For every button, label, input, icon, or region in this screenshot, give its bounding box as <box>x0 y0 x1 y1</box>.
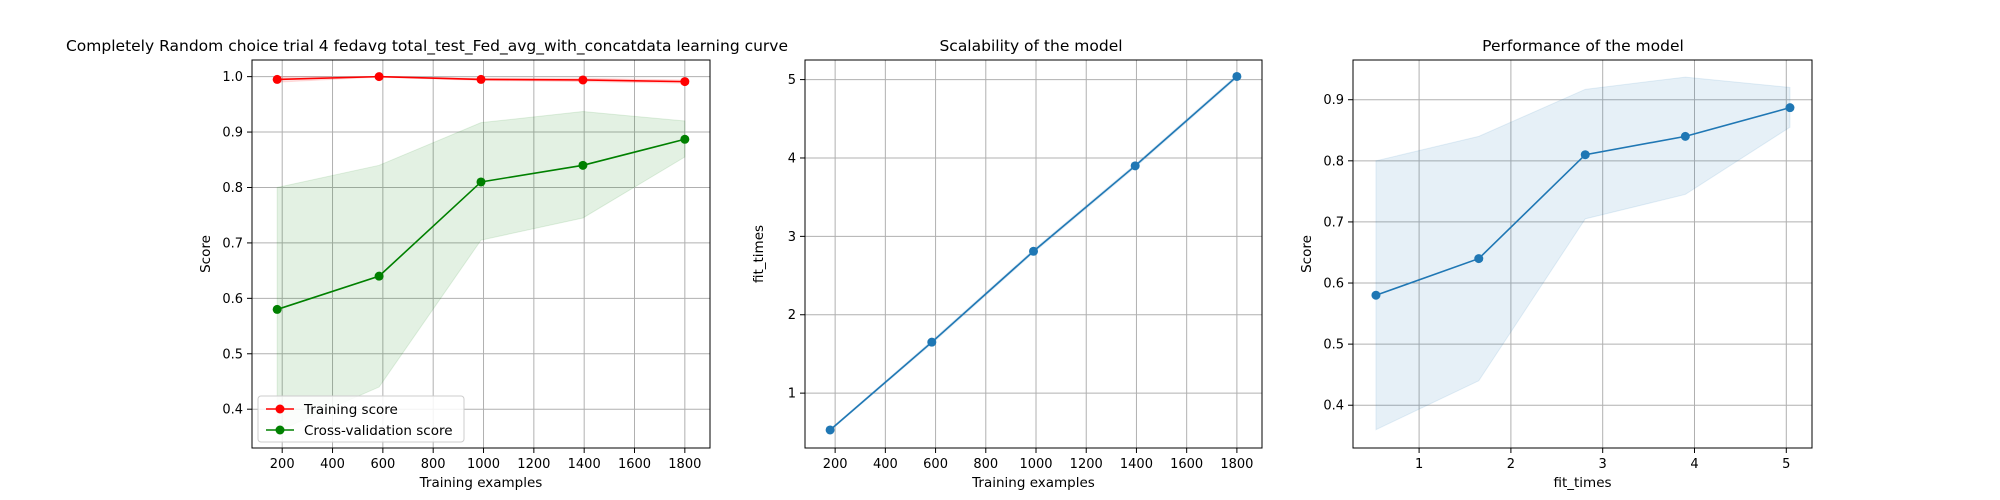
data-point <box>1232 71 1242 81</box>
x-tick-label: 400 <box>320 457 345 472</box>
y-tick-label: 0.9 <box>222 126 243 141</box>
x-tick-label: 1000 <box>1019 457 1052 472</box>
chart-title: Scalability of the model <box>939 37 1122 55</box>
legend-box <box>257 395 465 443</box>
y-tick-label: 0.8 <box>1323 154 1344 169</box>
data-point <box>825 425 835 435</box>
chart-panel-1: 200 400 600 800 1000 1200 1400 1600 1800 0.4 0.5 0.… <box>66 37 788 491</box>
legend: Training score Cross-validation score <box>257 395 465 443</box>
y-tick-label: 0.7 <box>1323 215 1344 230</box>
data-point <box>680 77 690 87</box>
x-tick-label: 400 <box>873 457 898 472</box>
data-point <box>1130 161 1140 171</box>
data-point <box>1680 131 1690 141</box>
data-point <box>1029 246 1038 256</box>
chart-panel-3: 1 2 3 4 5 0.4 0.5 0.6 0.7 0.8 0.9 Performance of th… <box>1299 37 1813 491</box>
x-tick-label: 3 <box>1599 457 1607 472</box>
x-tick-label: 200 <box>270 457 295 472</box>
legend-entry: Training score <box>303 402 398 418</box>
legend-swatch-marker <box>275 425 285 435</box>
y-tick-label: 3 <box>788 230 796 245</box>
y-tick-label: 4 <box>788 151 796 166</box>
y-tick-label: 0.4 <box>222 403 243 418</box>
chart-title: Completely Random choice trial 4 fedavg … <box>66 37 788 56</box>
y-tick-label: 0.8 <box>222 181 243 196</box>
x-tick-label: 2 <box>1507 457 1515 472</box>
data-point <box>1371 290 1381 300</box>
x-tick-label: 1400 <box>1120 457 1153 472</box>
x-tick-label: 1 <box>1415 457 1423 472</box>
confidence-band <box>1375 76 1791 431</box>
data-point <box>272 304 282 314</box>
data-point <box>1474 254 1484 264</box>
data-point <box>927 337 937 347</box>
x-tick-label: 1200 <box>1070 457 1103 472</box>
x-axis-label: Training examples <box>971 475 1095 491</box>
y-tick-label: 2 <box>788 308 796 323</box>
legend-entry: Cross-validation score <box>304 423 453 439</box>
data-point <box>578 75 588 85</box>
y-tick-label: 1.0 <box>222 70 243 85</box>
x-axis-label: fit_times <box>1553 475 1611 491</box>
data-point <box>374 72 384 82</box>
axes-frame <box>1352 59 1813 449</box>
legend-swatch-marker <box>275 404 285 414</box>
x-tick-label: 800 <box>421 457 446 472</box>
y-tick-label: 0.9 <box>1323 93 1344 108</box>
y-tick-label: 0.6 <box>222 292 243 307</box>
x-tick-label: 1000 <box>467 457 500 472</box>
data-point <box>272 74 282 84</box>
y-tick-label: 0.5 <box>1323 338 1344 353</box>
axes-frame <box>251 59 711 449</box>
y-tick-label: 1 <box>788 387 796 402</box>
x-axis-label: Training examples <box>419 475 543 491</box>
y-tick-label: 0.7 <box>222 236 243 251</box>
data-point <box>578 160 588 170</box>
y-axis-label: Score <box>198 235 214 273</box>
x-tick-label: 1200 <box>517 457 550 472</box>
x-tick-label: 1600 <box>618 457 651 472</box>
data-point <box>476 74 486 84</box>
data-point <box>374 271 384 281</box>
y-tick-label: 0.5 <box>222 347 243 362</box>
x-tick-label: 1400 <box>568 457 601 472</box>
x-tick-label: 1800 <box>1220 457 1253 472</box>
y-tick-label: 0.4 <box>1323 399 1344 414</box>
charts-layer: 200 400 600 800 1000 1200 1400 1600 18000.40.50.… <box>66 37 1813 491</box>
chart-title: Performance of the model <box>1482 37 1684 55</box>
x-tick-label: 200 <box>823 457 848 472</box>
axes-frame <box>804 59 1263 449</box>
y-axis-label: Score <box>1299 235 1315 273</box>
data-point <box>476 177 486 187</box>
y-tick-label: 5 <box>788 73 796 88</box>
y-tick-label: 0.6 <box>1323 277 1344 292</box>
chart-panel-2: 200 400 600 800 1000 1200 1400 1600 1800 1 2 3 4 5 Sca… <box>751 37 1263 491</box>
data-point <box>1580 150 1590 160</box>
x-tick-label: 1600 <box>1170 457 1203 472</box>
x-tick-label: 600 <box>370 457 395 472</box>
x-tick-label: 1800 <box>668 457 701 472</box>
x-tick-label: 600 <box>923 457 948 472</box>
x-tick-label: 4 <box>1690 457 1698 472</box>
data-point <box>1785 103 1795 113</box>
x-tick-label: 800 <box>973 457 998 472</box>
data-point <box>680 134 690 144</box>
y-axis-label: fit_times <box>751 225 767 283</box>
x-tick-label: 5 <box>1782 457 1790 472</box>
